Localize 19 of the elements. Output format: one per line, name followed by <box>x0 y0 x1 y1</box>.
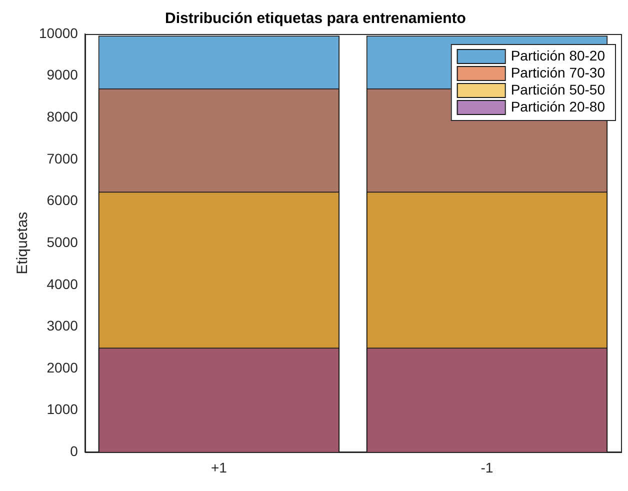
x-tick-label: -1 <box>480 459 494 476</box>
y-tick-label: 10000 <box>38 24 78 41</box>
y-tick-label: 8000 <box>46 108 78 124</box>
y-tick-label: 4000 <box>46 276 78 292</box>
y-tick-label: 3000 <box>46 318 78 334</box>
chart-title: Distribución etiquetas para entrenamiento <box>165 10 466 28</box>
x-tick-label: +1 <box>210 459 228 476</box>
y-tick-label: 6000 <box>46 192 78 208</box>
legend-label: Partición 70-30 <box>510 64 606 80</box>
y-tick-label: 2000 <box>46 359 78 376</box>
y-tick-label: 5000 <box>46 234 78 250</box>
y-tick-label: 0 <box>70 443 78 460</box>
y-axis-title: Etiquetas <box>14 212 32 274</box>
y-tick-label: 9000 <box>46 66 78 83</box>
legend-label: Partición 80-20 <box>510 47 606 64</box>
y-tick-label: 1000 <box>46 401 78 418</box>
legend-label: Partición 50-50 <box>510 81 606 98</box>
y-tick-label: 7000 <box>46 150 78 166</box>
legend-label: Partición 20-80 <box>510 98 606 114</box>
